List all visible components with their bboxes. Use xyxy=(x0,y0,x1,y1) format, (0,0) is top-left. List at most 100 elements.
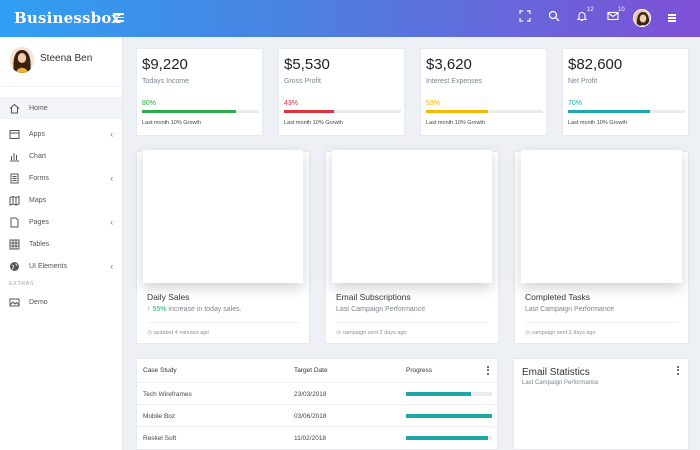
mail-icon[interactable]: 10 xyxy=(607,7,625,26)
sidebar-item-label: Pages xyxy=(29,219,49,226)
divider xyxy=(147,322,299,323)
home-icon xyxy=(9,103,20,114)
sidebar-item-label: Tables xyxy=(29,241,50,248)
stat-percent: 53% xyxy=(426,100,441,107)
forms-icon xyxy=(9,173,20,184)
card-subtitle-text: increase in today sales. xyxy=(166,306,242,313)
stat-progress-bar xyxy=(284,110,401,113)
stat-progress-bar xyxy=(426,110,543,113)
sidebar-item-label: Home xyxy=(29,105,48,112)
stat-percent: 43% xyxy=(284,100,299,107)
card-daily-sales: Daily Sales ↑ 55% increase in today sale… xyxy=(136,150,310,344)
card-footer-text: campaign sent 2 days ago xyxy=(531,330,596,336)
clock-icon: ◷ xyxy=(147,330,154,336)
stat-growth: Last month 10% Growth xyxy=(426,120,486,126)
stat-label: Todays Income xyxy=(142,78,190,85)
brand-logo[interactable]: Businessbox xyxy=(14,9,121,27)
sidebar-item-ui-elements[interactable]: UI Elements ‹ xyxy=(0,255,122,277)
sidebar-item-label: Maps xyxy=(29,197,47,204)
card-footer-text: campaign sent 2 days ago xyxy=(342,330,407,336)
card-subtitle: Last Campaign Performance xyxy=(522,380,599,386)
stat-growth: Last month 10% Growth xyxy=(568,120,628,126)
stat-card-net-profit: $82,600 Net Profit 70% Last month 10% Gr… xyxy=(562,48,689,136)
sidebar-section-extras: EXTRAS xyxy=(9,281,35,287)
card-email-subscriptions: Email Subscriptions Last Campaign Perfor… xyxy=(325,150,499,344)
top-navbar: Businessbox 12 10 xyxy=(0,0,700,37)
clock-icon: ◷ xyxy=(336,330,343,336)
chart-placeholder xyxy=(521,150,682,283)
bell-count: 12 xyxy=(587,7,594,13)
column-header: Progress xyxy=(406,367,433,374)
card-subtitle: Last Campaign Performance xyxy=(336,306,426,313)
apps-icon xyxy=(9,129,20,140)
increase-percent: ↑ 55% xyxy=(147,306,167,313)
sidebar-profile: Steena Ben xyxy=(0,37,122,87)
profile-avatar[interactable] xyxy=(10,47,34,73)
progress-bar xyxy=(406,392,492,396)
card-title: Email Statistics xyxy=(522,367,590,378)
table-row[interactable]: Mobile Boz 03/06/2018 xyxy=(137,404,497,426)
kebab-menu-icon[interactable] xyxy=(677,366,680,376)
bell-icon[interactable]: 12 xyxy=(576,7,594,26)
stat-value: $82,600 xyxy=(568,56,623,73)
stat-value: $9,220 xyxy=(142,56,188,73)
card-footer: ◷ campaign sent 2 days ago xyxy=(336,330,407,336)
progress-bar xyxy=(406,436,492,440)
kebab-menu-icon[interactable] xyxy=(487,366,490,376)
chevron-left-icon: ‹ xyxy=(110,262,113,271)
sidebar-toggle-icon[interactable] xyxy=(113,13,124,22)
card-subtitle: Last Campaign Performance xyxy=(525,306,615,313)
column-header: Target Date xyxy=(294,367,328,374)
stat-value: $5,530 xyxy=(284,56,330,73)
chevron-left-icon: ‹ xyxy=(110,174,113,183)
stat-card-todays-income: $9,220 Todays Income 80% Last month 10% … xyxy=(136,48,263,136)
card-footer-text: updated 4 minutes ago xyxy=(153,330,210,336)
progress-bar xyxy=(406,414,492,418)
sidebar-item-label: UI Elements xyxy=(29,263,68,270)
chart-placeholder xyxy=(143,150,303,283)
sidebar-item-label: Forms xyxy=(29,175,49,182)
user-avatar[interactable] xyxy=(633,9,651,27)
stat-progress-bar xyxy=(142,110,259,113)
sidebar-item-demo[interactable]: Demo xyxy=(0,291,122,313)
sidebar-item-pages[interactable]: Pages ‹ xyxy=(0,211,122,233)
sidebar-item-maps[interactable]: Maps xyxy=(0,189,122,211)
card-title: Completed Tasks xyxy=(525,292,591,302)
stat-percent: 80% xyxy=(142,100,157,107)
sidebar-item-forms[interactable]: Forms ‹ xyxy=(0,167,122,189)
stat-label: Net Profit xyxy=(568,78,598,85)
search-icon[interactable] xyxy=(548,10,564,26)
card-footer: ◷ updated 4 minutes ago xyxy=(147,330,209,336)
case-study-cell: Reskel Soft xyxy=(143,435,177,442)
sidebar-item-home[interactable]: Home xyxy=(0,97,122,119)
card-footer: ◷ campaign sent 2 days ago xyxy=(525,330,596,336)
profile-name: Steena Ben xyxy=(40,53,93,64)
column-header: Case Study xyxy=(143,367,177,374)
stat-growth: Last month 10% Growth xyxy=(142,120,202,126)
table-row[interactable]: Tech Wireframes 23/03/2018 xyxy=(137,382,497,404)
sidebar-item-apps[interactable]: Apps ‹ xyxy=(0,123,122,145)
case-study-table: Case Study Target Date Progress Tech Wir… xyxy=(136,358,498,450)
stat-percent: 70% xyxy=(568,100,583,107)
globe-icon xyxy=(9,261,20,272)
case-study-cell: Mobile Boz xyxy=(143,413,176,420)
stat-value: $3,620 xyxy=(426,56,472,73)
divider xyxy=(525,322,678,323)
case-study-cell: Tech Wireframes xyxy=(143,391,192,398)
more-menu-icon[interactable] xyxy=(668,14,676,22)
stat-card-interest-expenses: $3,620 Interest Expenses 53% Last month … xyxy=(420,48,547,136)
stat-card-gross-profit: $5,530 Gross Profit 43% Last month 10% G… xyxy=(278,48,405,136)
pages-icon xyxy=(9,217,20,228)
sidebar-item-tables[interactable]: Tables xyxy=(0,233,122,255)
sidebar: Steena Ben Home Apps ‹ Chart Forms ‹ Map… xyxy=(0,37,123,450)
tables-icon xyxy=(9,239,20,250)
fullscreen-icon[interactable] xyxy=(519,10,535,26)
maps-icon xyxy=(9,195,20,206)
table-row[interactable]: Reskel Soft 11/02/2018 xyxy=(137,426,497,448)
sidebar-item-label: Apps xyxy=(29,131,45,138)
chart-icon xyxy=(9,151,20,162)
stat-progress-bar xyxy=(568,110,685,113)
divider xyxy=(336,322,488,323)
chart-placeholder xyxy=(332,150,492,283)
sidebar-item-chart[interactable]: Chart xyxy=(0,145,122,167)
